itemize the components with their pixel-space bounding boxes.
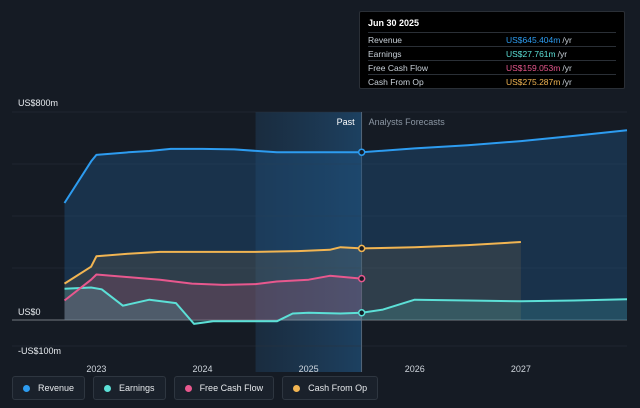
y-label-bottom: -US$100m bbox=[18, 346, 61, 356]
line-earnings-past bbox=[64, 286, 362, 325]
forecast-label: Analysts Forecasts bbox=[369, 117, 446, 127]
tooltip-label: Cash From Op bbox=[368, 76, 424, 87]
legend-item-earnings[interactable]: Earnings bbox=[93, 376, 166, 400]
x-tick-label: 2026 bbox=[405, 364, 425, 374]
past-highlight-band bbox=[255, 112, 362, 372]
tooltip-unit: /yr bbox=[562, 34, 572, 45]
tooltip-unit: /yr bbox=[557, 48, 568, 59]
tooltip-label: Earnings bbox=[368, 48, 402, 59]
marker-revenue bbox=[357, 148, 366, 156]
x-tick-label: 2023 bbox=[86, 364, 106, 374]
area-revenue bbox=[64, 130, 627, 320]
legend-label: Revenue bbox=[38, 383, 75, 393]
legend-dot-icon bbox=[184, 384, 192, 392]
legend-label: Cash From Op bbox=[308, 383, 368, 393]
chart-legend: Revenue Earnings Free Cash Flow Cash Fro… bbox=[12, 376, 379, 400]
y-label-zero: US$0 bbox=[18, 307, 41, 317]
tooltip-row-revenue: Revenue US$645.404m /yr bbox=[368, 32, 616, 46]
legend-label: Free Cash Flow bbox=[199, 383, 264, 393]
legend-item-free-cash-flow[interactable]: Free Cash Flow bbox=[173, 376, 275, 400]
tooltip-value: US$27.761m bbox=[506, 48, 556, 59]
line-free-cash-flow-past bbox=[63, 273, 362, 302]
line-earnings-forecast bbox=[361, 298, 628, 314]
past-label: Past bbox=[337, 117, 356, 127]
tooltip-row-cash-from-op: Cash From Op US$275.287m /yr bbox=[368, 74, 616, 88]
tooltip-label: Free Cash Flow bbox=[368, 62, 428, 73]
legend-dot-icon bbox=[23, 384, 30, 392]
area-free-cash-flow bbox=[64, 274, 362, 320]
legend-label: Earnings bbox=[119, 383, 155, 393]
line-revenue-past bbox=[63, 147, 362, 204]
tooltip-value: US$275.287m bbox=[506, 76, 561, 87]
tooltip-value: US$159.053m bbox=[506, 62, 561, 73]
marker-earnings bbox=[357, 309, 366, 317]
legend-dot-icon bbox=[104, 384, 112, 392]
tooltip-label: Revenue bbox=[368, 34, 403, 45]
legend-dot-icon bbox=[293, 384, 301, 392]
marker-cash-from-op bbox=[357, 244, 366, 253]
tooltip-unit: /yr bbox=[562, 62, 572, 73]
y-label-top: US$800m bbox=[18, 98, 58, 108]
tooltip-row-earnings: Earnings US$27.761m /yr bbox=[368, 46, 616, 60]
x-tick-label: 2024 bbox=[192, 364, 212, 374]
tooltip-unit: /yr bbox=[562, 76, 572, 87]
tooltip-date: Jun 30 2025 bbox=[368, 18, 420, 28]
x-tick-label: 2025 bbox=[299, 364, 319, 374]
legend-item-revenue[interactable]: Revenue bbox=[12, 376, 86, 400]
tooltip-value: US$645.404m bbox=[506, 34, 561, 45]
line-cash-from-op-past bbox=[63, 246, 362, 285]
line-cash-from-op-forecast bbox=[361, 241, 521, 250]
tooltip-row-free-cash-flow: Free Cash Flow US$159.053m /yr bbox=[368, 60, 616, 74]
marker-free-cash-flow bbox=[357, 274, 366, 283]
data-tooltip: Jun 30 2025 Revenue US$645.404m /yr Earn… bbox=[359, 11, 625, 89]
area-earnings bbox=[64, 287, 627, 324]
line-revenue-forecast bbox=[361, 129, 628, 154]
x-tick-label: 2027 bbox=[511, 364, 531, 374]
legend-item-cash-from-op[interactable]: Cash From Op bbox=[282, 376, 379, 400]
